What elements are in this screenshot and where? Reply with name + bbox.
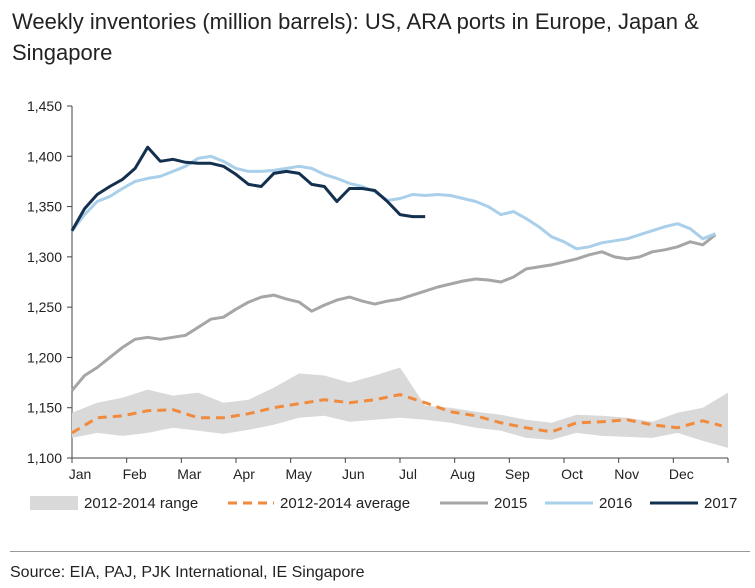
x-tick-label: Aug bbox=[450, 466, 475, 482]
legend-label: 2016 bbox=[599, 495, 632, 512]
chart-legend: 2012-2014 range 2012-2014 average 2015 2016… bbox=[30, 495, 737, 512]
series-line-2015 bbox=[70, 233, 717, 392]
legend-label: 2015 bbox=[494, 495, 527, 512]
x-tick-label: Nov bbox=[614, 466, 639, 482]
x-tick-label: Sep bbox=[505, 466, 530, 482]
legend-swatch-range bbox=[30, 496, 78, 510]
x-tick-label: Jun bbox=[342, 466, 365, 482]
source-divider bbox=[10, 551, 750, 552]
x-tick-label: Dec bbox=[669, 466, 694, 482]
y-tick-label: 1,250 bbox=[27, 299, 62, 315]
y-tick-label: 1,350 bbox=[27, 199, 62, 215]
x-tick-label: May bbox=[285, 466, 311, 482]
y-tick-label: 1,100 bbox=[27, 450, 62, 466]
x-tick-label: Jul bbox=[399, 466, 417, 482]
legend-label: 2017 bbox=[704, 495, 737, 512]
y-tick-label: 1,150 bbox=[27, 400, 62, 416]
x-tick-label: Feb bbox=[123, 466, 147, 482]
x-tick-label: Apr bbox=[233, 466, 255, 482]
series-line-2016 bbox=[70, 154, 716, 251]
y-tick-label: 1,450 bbox=[27, 98, 62, 114]
x-tick-label: Jan bbox=[69, 466, 92, 482]
series-line-2012-2014-average bbox=[71, 393, 723, 435]
y-tick-label: 1,300 bbox=[27, 249, 62, 265]
chart-axes: 1,100 1,150 1,200 1,250 1,300 1,350 1,400 1,450… bbox=[27, 98, 729, 482]
chart-title: Weekly inventories (million barrels): US… bbox=[12, 9, 699, 65]
series-line-2017 bbox=[70, 145, 426, 232]
source-note: Source: EIA, PAJ, PJK International, IE … bbox=[10, 564, 365, 581]
series-range-band bbox=[72, 367, 728, 448]
plot-area bbox=[70, 145, 728, 448]
x-tick-label: Mar bbox=[177, 466, 201, 482]
legend-label: 2012-2014 average bbox=[280, 495, 410, 512]
y-tick-label: 1,400 bbox=[27, 148, 62, 164]
y-tick-label: 1,200 bbox=[27, 349, 62, 365]
legend-label: 2012-2014 range bbox=[84, 495, 198, 512]
x-tick-label: Oct bbox=[561, 466, 583, 482]
